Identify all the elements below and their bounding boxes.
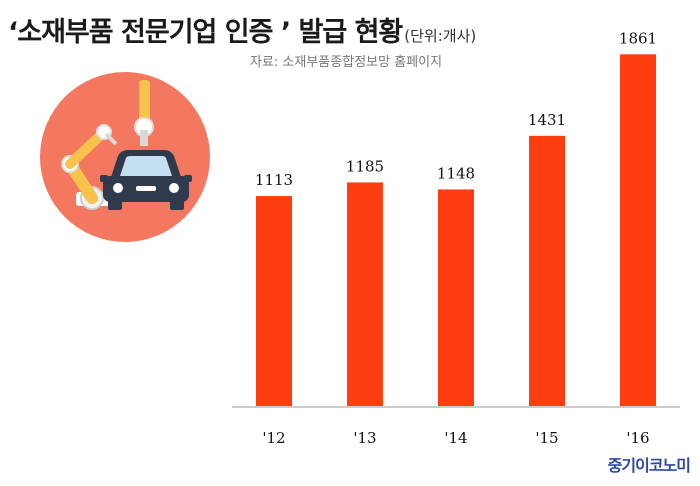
- bars: [256, 54, 656, 407]
- bar-1: [347, 182, 383, 407]
- unit-label: (단위:개사): [404, 27, 477, 45]
- x-tick-label-2: '14: [444, 429, 467, 447]
- x-tick-labels: '12 '13 '14 '15 '16: [262, 429, 649, 447]
- x-tick-label-3: '15: [535, 429, 558, 447]
- data-label-2: 1148: [437, 164, 475, 182]
- x-tick-label-0: '12: [262, 429, 285, 447]
- data-label-4: 1861: [619, 29, 657, 47]
- chart-title: ‘소재부품 전문기업 인증 ’ 발급 현황 (단위:개사): [8, 10, 476, 49]
- data-label-3: 1431: [528, 111, 566, 129]
- data-labels: 1113 1185 1148 1431 1861: [255, 29, 657, 189]
- x-tick-label-4: '16: [626, 429, 649, 447]
- bar-3: [529, 135, 565, 407]
- data-label-1: 1185: [346, 157, 384, 175]
- source-note: 자료: 소재부품종합정보망 홈페이지: [250, 55, 443, 70]
- bar-4: [620, 54, 656, 407]
- x-tick-label-1: '13: [353, 429, 376, 447]
- bar-0: [256, 196, 292, 407]
- brand-logo: 중기이코노미: [607, 456, 691, 475]
- bar-2: [438, 189, 474, 407]
- chart-title-text: ‘소재부품 전문기업 인증 ’ 발급 현황: [8, 17, 403, 48]
- robot-arm-car-icon: [40, 72, 210, 242]
- data-label-0: 1113: [255, 171, 293, 189]
